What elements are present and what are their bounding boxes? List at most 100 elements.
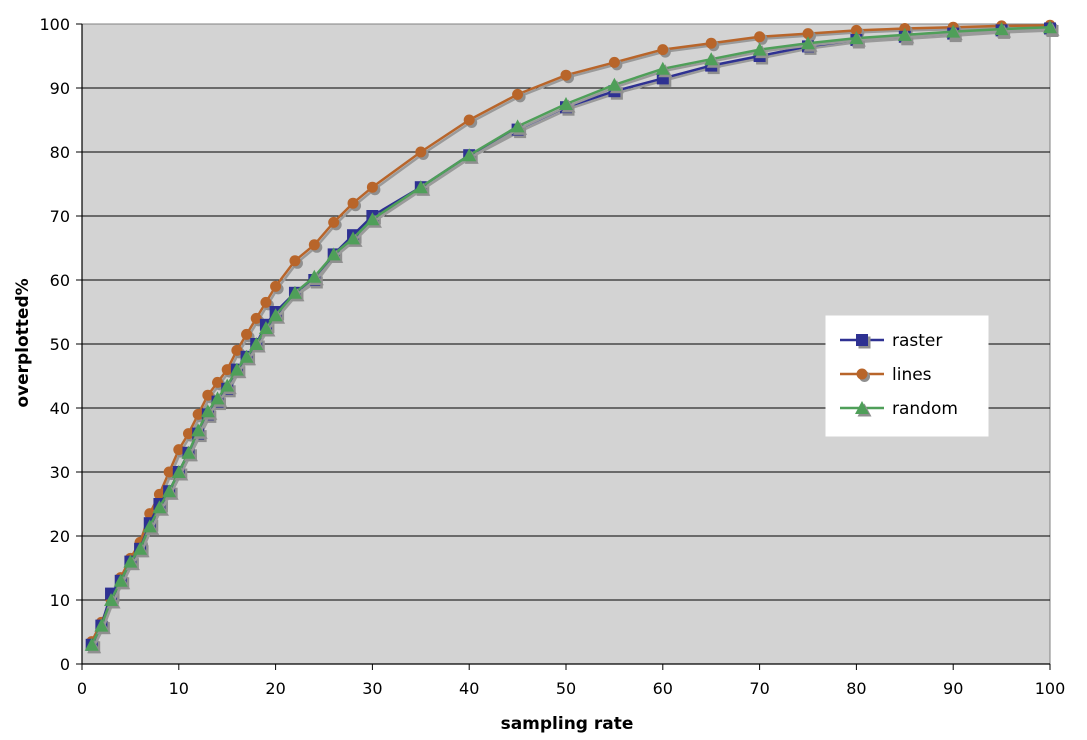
- x-tick-label: 30: [362, 679, 382, 698]
- data-point-lines: [415, 146, 427, 158]
- data-point-lines: [754, 31, 766, 43]
- data-point-lines: [608, 56, 620, 68]
- data-point-random: [655, 61, 670, 75]
- data-point-random: [413, 180, 428, 194]
- data-point-random: [229, 362, 244, 376]
- legend-marker-random: [855, 401, 869, 414]
- data-point-lines: [250, 312, 262, 324]
- data-point-lines: [231, 344, 243, 356]
- x-tick-label: 50: [556, 679, 576, 698]
- data-point-random: [191, 423, 206, 437]
- data-point-random: [181, 445, 196, 459]
- data-point-random: [239, 349, 254, 363]
- legend: raster lines random: [825, 315, 989, 437]
- legend-box: [825, 315, 989, 437]
- data-point-random: [849, 31, 864, 45]
- data-point-lines: [512, 88, 524, 100]
- data-point-lines: [308, 239, 320, 251]
- data-point-lines: [241, 328, 253, 340]
- legend-marker-lines: [856, 368, 868, 380]
- data-point-random: [142, 519, 157, 533]
- data-point-lines: [560, 69, 572, 81]
- data-point-lines: [705, 37, 717, 49]
- data-point-lines: [328, 216, 340, 228]
- x-tick-label: 40: [459, 679, 479, 698]
- data-point-lines: [173, 444, 185, 456]
- data-point-lines: [850, 24, 862, 36]
- y-tick-label: 80: [50, 143, 70, 162]
- data-point-lines: [463, 114, 475, 126]
- series-group: [84, 19, 1060, 654]
- data-point-random: [94, 618, 109, 632]
- data-point-lines: [657, 44, 669, 56]
- data-point-lines: [212, 376, 224, 388]
- x-tick-label: 60: [653, 679, 673, 698]
- data-point-lines: [347, 197, 359, 209]
- data-point-lines: [260, 296, 272, 308]
- data-point-random: [268, 308, 283, 322]
- data-point-random: [1043, 20, 1057, 34]
- y-tick-label: 70: [50, 207, 70, 226]
- x-tick-label: 80: [846, 679, 866, 698]
- y-tick-label: 10: [50, 591, 70, 610]
- data-point-random: [704, 52, 719, 66]
- legend-marker-raster: [856, 334, 868, 346]
- data-point-random: [258, 321, 273, 334]
- y-tick-label: 20: [50, 527, 70, 546]
- data-point-random: [123, 554, 138, 568]
- y-tick-label: 40: [50, 399, 70, 418]
- data-point-random: [162, 484, 177, 498]
- data-point-lines: [202, 389, 214, 401]
- data-point-random: [133, 541, 148, 555]
- x-tick-label: 90: [943, 679, 963, 698]
- y-tick-label: 100: [39, 15, 70, 34]
- data-point-random: [200, 404, 215, 418]
- data-point-random: [220, 378, 235, 392]
- data-point-random: [752, 42, 767, 56]
- data-point-random: [607, 77, 622, 91]
- data-point-random: [104, 593, 119, 606]
- data-point-lines: [221, 364, 233, 376]
- y-tick-label: 60: [50, 271, 70, 290]
- data-point-random: [152, 500, 167, 514]
- legend-label-raster: raster: [892, 331, 942, 351]
- data-point-lines: [366, 181, 378, 193]
- data-point-random: [994, 22, 1009, 36]
- x-tick-label: 10: [169, 679, 189, 698]
- data-point-random: [346, 231, 361, 245]
- legend-label-random: random: [892, 399, 958, 419]
- data-point-lines: [270, 280, 282, 292]
- data-point-random: [171, 465, 186, 478]
- y-tick-label: 30: [50, 463, 70, 482]
- data-point-random: [897, 27, 912, 41]
- data-point-random: [559, 97, 573, 110]
- x-tick-label: 0: [77, 679, 87, 698]
- data-point-random: [946, 24, 961, 38]
- axes: 0 10 20 30 40 50 60 70 80 90 100 0 10 20 30 40 50 60 70 80 9…: [39, 15, 1065, 698]
- data-point-random: [249, 337, 264, 350]
- data-point-random: [326, 247, 341, 261]
- data-point-lines: [802, 28, 814, 40]
- legend-label-lines: lines: [892, 365, 932, 385]
- y-tick-label: 0: [60, 655, 70, 674]
- data-point-random: [365, 212, 380, 226]
- data-point-random: [510, 119, 525, 133]
- data-point-random: [210, 391, 225, 405]
- x-tick-label: 100: [1035, 679, 1066, 698]
- y-tick-label: 50: [50, 335, 70, 354]
- data-point-random: [287, 285, 302, 299]
- data-point-random: [113, 573, 128, 587]
- y-tick-label: 90: [50, 79, 70, 98]
- x-axis-title: sampling rate: [501, 714, 634, 734]
- data-point-random: [84, 637, 99, 651]
- data-point-random: [801, 36, 815, 50]
- data-point-lines: [163, 466, 175, 478]
- data-point-lines: [289, 255, 301, 267]
- data-point-random: [307, 269, 322, 283]
- y-axis-title: overplotted%: [13, 278, 33, 407]
- data-point-random: [462, 148, 477, 162]
- x-tick-label: 20: [265, 679, 285, 698]
- x-tick-label: 70: [749, 679, 769, 698]
- series-random: [84, 20, 1060, 654]
